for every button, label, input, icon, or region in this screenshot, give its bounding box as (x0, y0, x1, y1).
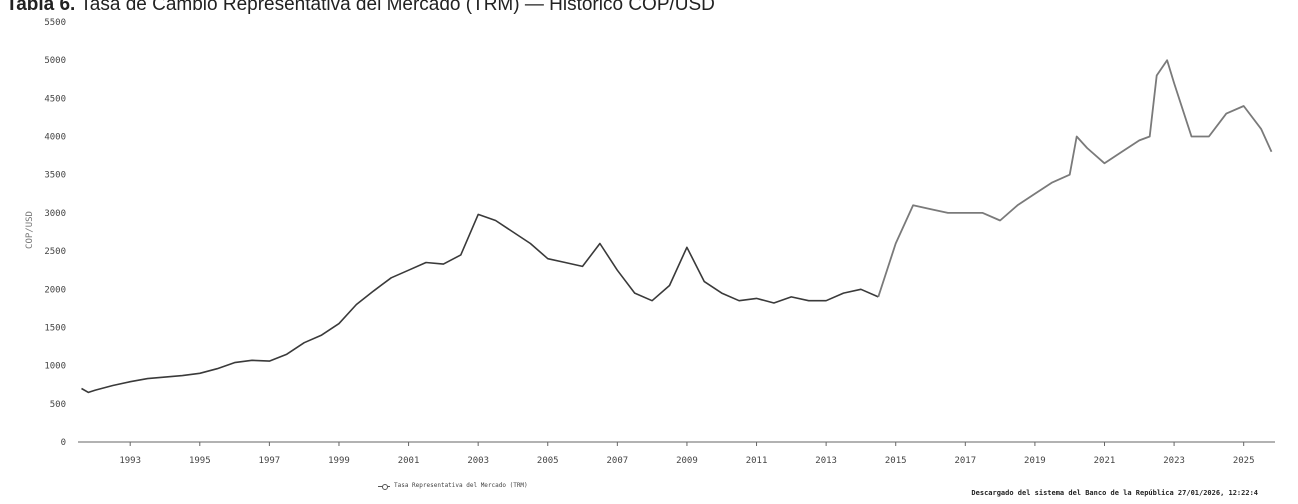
x-tick-label: 2007 (607, 456, 629, 466)
y-tick-label: 2500 (44, 247, 66, 257)
y-tick-label: 1000 (44, 362, 66, 372)
x-axis: 1993 1995 1997 1999 2001 2003 2005 2007 2009 2011… (78, 441, 1275, 466)
source-note: Descargado del sistema del Banco de la R… (971, 489, 1258, 497)
x-tick-label: 2009 (676, 456, 698, 466)
y-tick-label: 2000 (44, 285, 66, 295)
x-tick-label: 2019 (1024, 456, 1046, 466)
x-tick-label: 1997 (259, 456, 281, 466)
y-tick-label: 1500 (44, 323, 66, 333)
x-tick-label: 1995 (189, 456, 211, 466)
x-tick-label: 1993 (119, 456, 141, 466)
x-tick-label: 2011 (746, 456, 768, 466)
title-text: Tasa de Cambio Representativa del Mercad… (80, 0, 715, 15)
y-tick-label: 4500 (44, 94, 66, 104)
x-tick-label: 2001 (398, 456, 420, 466)
x-tick-label: 2013 (815, 456, 837, 466)
x-tick-label: 2025 (1233, 456, 1255, 466)
x-tick-label: 2015 (885, 456, 907, 466)
legend-swatch-icon (378, 483, 390, 490)
x-tick-label: 2021 (1094, 456, 1116, 466)
y-tick-label: 3000 (44, 209, 66, 219)
series-group (81, 59, 1273, 394)
x-tick-label: 1999 (328, 456, 350, 466)
y-tick-label: 4000 (44, 133, 66, 143)
y-axis-ticks: 0 500 1000 1500 2000 2500 3000 3500 4000 4500 5000… (44, 18, 66, 448)
x-tick-label: 2017 (954, 456, 976, 466)
x-tick-label: 2003 (467, 456, 489, 466)
x-tick-label: 2023 (1163, 456, 1185, 466)
x-tick-label: 2005 (537, 456, 559, 466)
y-axis-label: COP/USD (25, 211, 35, 249)
y-tick-label: 5000 (44, 56, 66, 66)
y-tick-label: 5500 (44, 18, 66, 28)
y-tick-label: 3500 (44, 171, 66, 181)
y-tick-label: 0 (61, 438, 66, 448)
legend-label: Tasa Representativa del Mercado (TRM) (394, 482, 528, 489)
title-prefix: Tabla 6. (6, 0, 76, 15)
series-line-trm-recent (877, 59, 1273, 298)
y-tick-label: 500 (50, 400, 66, 410)
page-title: Tabla 6. Tasa de Cambio Representativa d… (6, 0, 715, 16)
series-line-trm (81, 213, 879, 394)
chart-legend[interactable]: Tasa Representativa del Mercado (TRM) (378, 482, 528, 490)
